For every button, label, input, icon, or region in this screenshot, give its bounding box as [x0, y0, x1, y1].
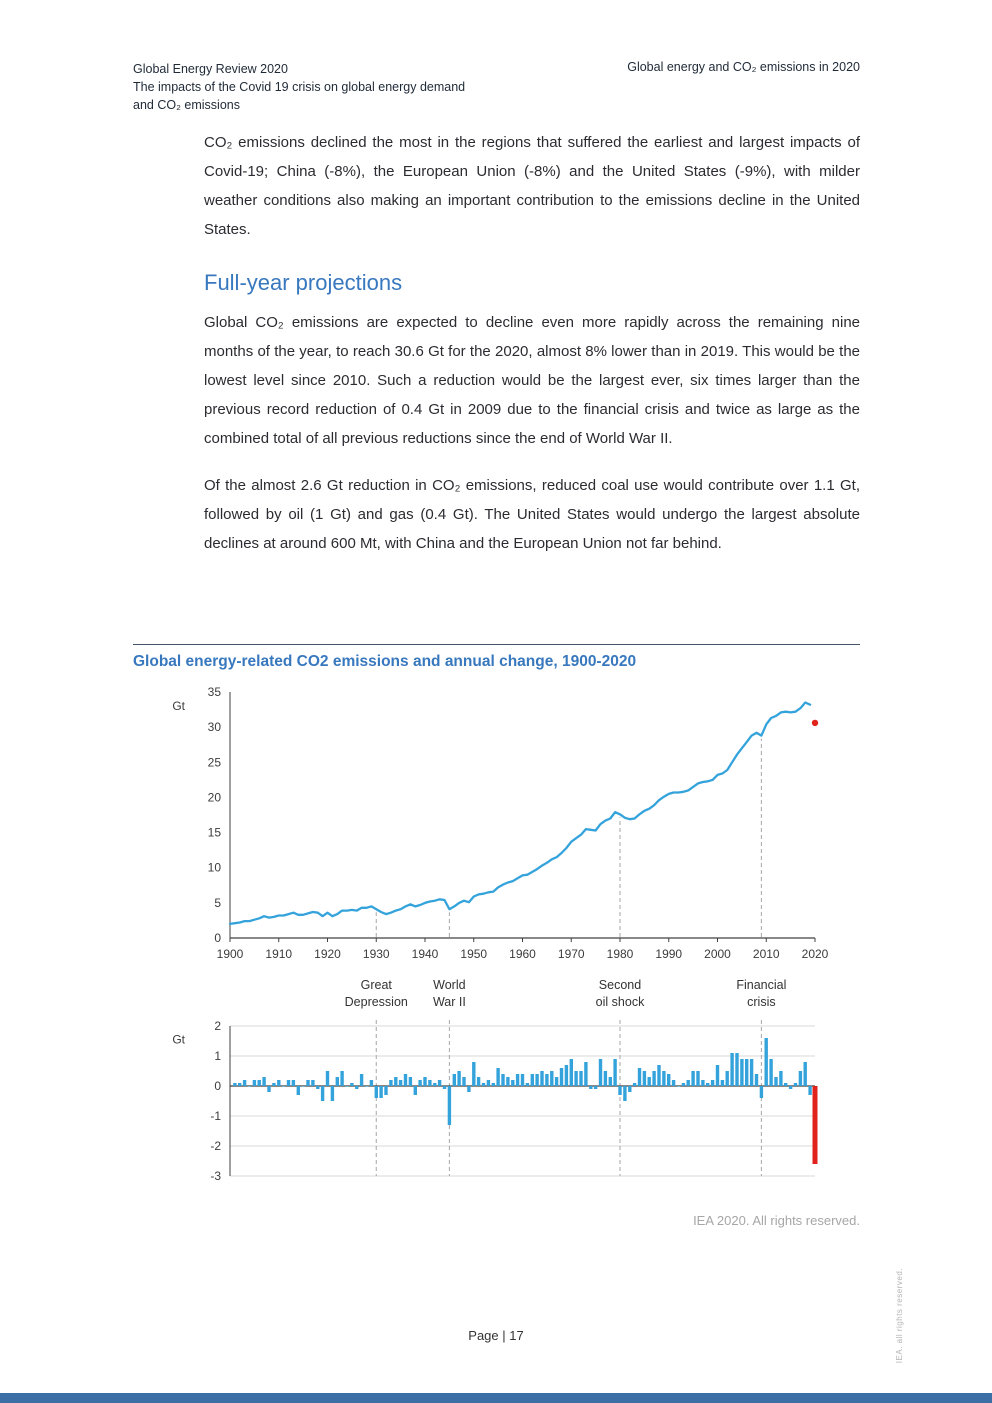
chart-annotation-world: World War II [432, 978, 466, 1009]
svg-text:15: 15 [208, 826, 222, 840]
svg-text:20: 20 [208, 790, 222, 804]
svg-text:1960: 1960 [509, 947, 536, 961]
svg-text:25: 25 [208, 755, 222, 769]
svg-text:2010: 2010 [753, 947, 780, 961]
svg-text:10: 10 [208, 861, 222, 875]
svg-text:1910: 1910 [265, 947, 292, 961]
svg-text:2020: 2020 [802, 947, 829, 961]
svg-text:0: 0 [214, 931, 221, 945]
footer-band [0, 1393, 992, 1403]
svg-text:35: 35 [208, 686, 222, 699]
side-copyright: IEA. all rights reserved. [895, 1267, 904, 1363]
svg-text:1920: 1920 [314, 947, 341, 961]
svg-text:1980: 1980 [607, 947, 634, 961]
svg-text:2: 2 [214, 1019, 221, 1033]
report-subtitle-line2: and CO₂ emissions [133, 98, 240, 112]
annual-change-bar-chart: -3 -2 -1 0 1 2 Gt [172, 1019, 818, 1183]
chart-annotations: Great Depression World War II Second oil s… [133, 977, 833, 1017]
emissions-line-chart: 0 5 10 15 20 25 30 35 Gt 1900 1910 1920 1930 1940 1950… [172, 686, 829, 961]
page-number: Page | 17 [468, 1328, 524, 1343]
svg-text:1930: 1930 [363, 947, 390, 961]
chart-annotation-great: Great Depression [344, 978, 408, 1009]
chart-annotation-second: Second oil shock [595, 978, 645, 1009]
svg-text:1: 1 [214, 1049, 221, 1063]
paragraph-projections: Global CO₂ emissions are expected to dec… [204, 314, 860, 447]
section-divider [133, 644, 860, 645]
svg-text:1950: 1950 [460, 947, 487, 961]
report-title: Global Energy Review 2020 [133, 62, 288, 76]
chart-title: Global energy-related CO2 emissions and … [133, 653, 637, 670]
body-content: CO₂ emissions declined the most in the r… [204, 128, 860, 576]
svg-text:-3: -3 [210, 1169, 221, 1183]
svg-text:0: 0 [214, 1079, 221, 1093]
chart-annotation-financial: Financial crisis [736, 978, 787, 1009]
svg-text:-2: -2 [210, 1139, 221, 1153]
svg-text:-1: -1 [210, 1109, 221, 1123]
svg-text:1990: 1990 [655, 947, 682, 961]
chapter-header: Global energy and CO₂ emissions in 2020 [627, 60, 860, 74]
section-heading-full-year-projections: Full-year projections [204, 270, 403, 295]
paragraph-regional-emissions: CO₂ emissions declined the most in the r… [204, 134, 860, 238]
svg-text:1940: 1940 [412, 947, 439, 961]
svg-text:5: 5 [214, 896, 221, 910]
svg-text:Gt: Gt [172, 699, 185, 713]
svg-text:30: 30 [208, 720, 222, 734]
iea-copyright: IEA 2020. All rights reserved. [693, 1213, 860, 1228]
svg-text:Gt: Gt [172, 1033, 185, 1047]
svg-text:1900: 1900 [217, 947, 244, 961]
svg-text:2000: 2000 [704, 947, 731, 961]
paragraph-fuel-breakdown: Of the almost 2.6 Gt reduction in CO₂ em… [204, 477, 860, 552]
report-subtitle-line1: The impacts of the Covid 19 crisis on gl… [133, 80, 466, 94]
header-left: Global Energy Review 2020 The impacts of… [133, 60, 465, 114]
svg-text:1970: 1970 [558, 947, 585, 961]
